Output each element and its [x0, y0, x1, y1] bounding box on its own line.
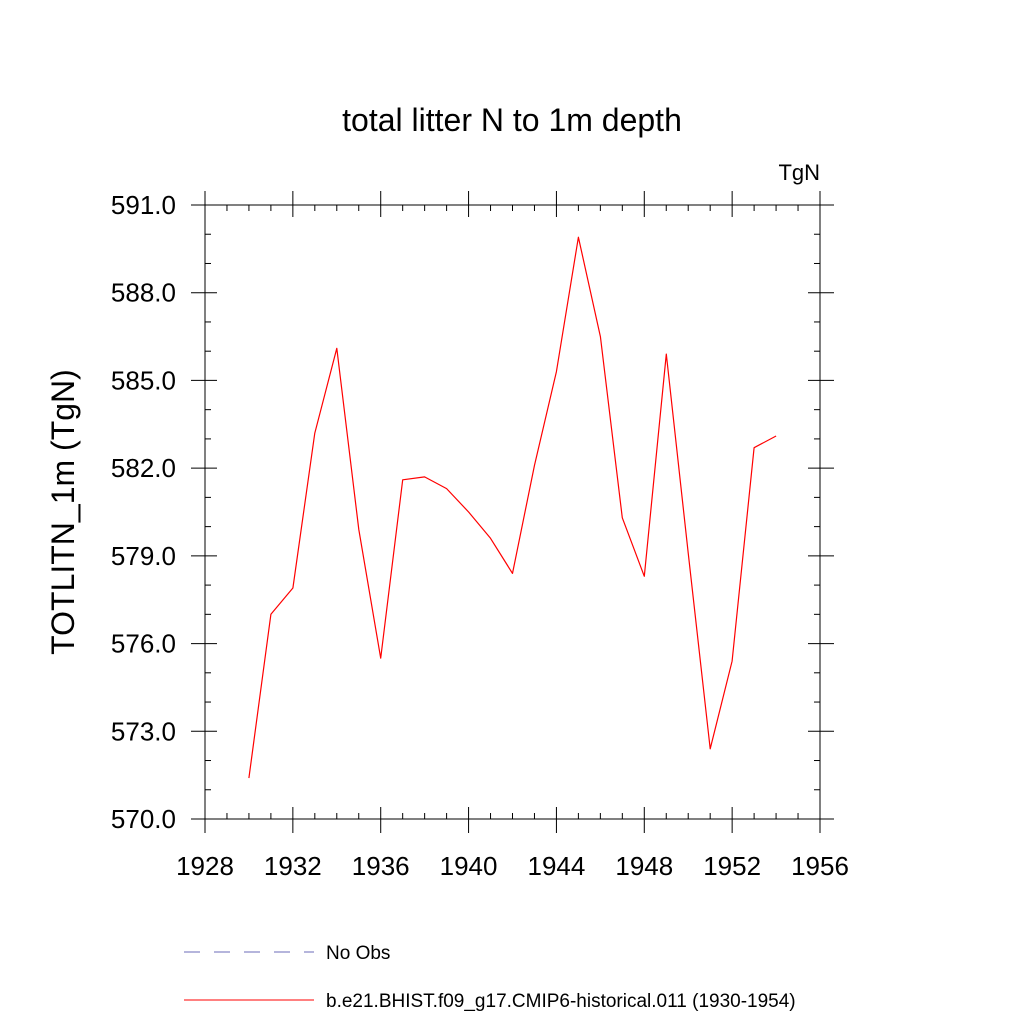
- y-tick-label: 591.0: [111, 190, 176, 220]
- series-line: [248, 236, 777, 779]
- legend-label: b.e21.BHIST.f09_g17.CMIP6-historical.011…: [326, 991, 796, 1012]
- plot-frame: [204, 204, 821, 820]
- series-lines: [248, 236, 777, 779]
- legend: No Obs b.e21.BHIST.f09_g17.CMIP6-historic…: [184, 943, 796, 1012]
- y-tick-label: 579.0: [111, 541, 176, 571]
- x-tick-label: 1940: [440, 851, 498, 881]
- chart-title: total litter N to 1m depth: [342, 102, 682, 138]
- y-tick-label: 585.0: [111, 365, 176, 395]
- y-tick-label: 570.0: [111, 804, 176, 834]
- x-tick-label: 1956: [791, 851, 849, 881]
- x-tick-label: 1932: [264, 851, 322, 881]
- y-tick-label: 588.0: [111, 278, 176, 308]
- axis-ticks: [191, 191, 834, 833]
- y-tick-label: 582.0: [111, 453, 176, 483]
- x-tick-label: 1928: [176, 851, 234, 881]
- legend-label: No Obs: [326, 943, 390, 964]
- x-tick-label: 1936: [352, 851, 410, 881]
- units-label: TgN: [778, 160, 820, 185]
- x-tick-label: 1952: [703, 851, 761, 881]
- x-tick-label: 1944: [528, 851, 586, 881]
- y-axis-label: TOTLITN_1m (TgN): [45, 369, 81, 655]
- y-tick-label: 576.0: [111, 629, 176, 659]
- x-tick-label: 1948: [615, 851, 673, 881]
- y-tick-label: 573.0: [111, 716, 176, 746]
- axis-tick-labels: 1928 1932 1936 1940 1944 1948 1952 1956 570.0 573…: [111, 190, 849, 881]
